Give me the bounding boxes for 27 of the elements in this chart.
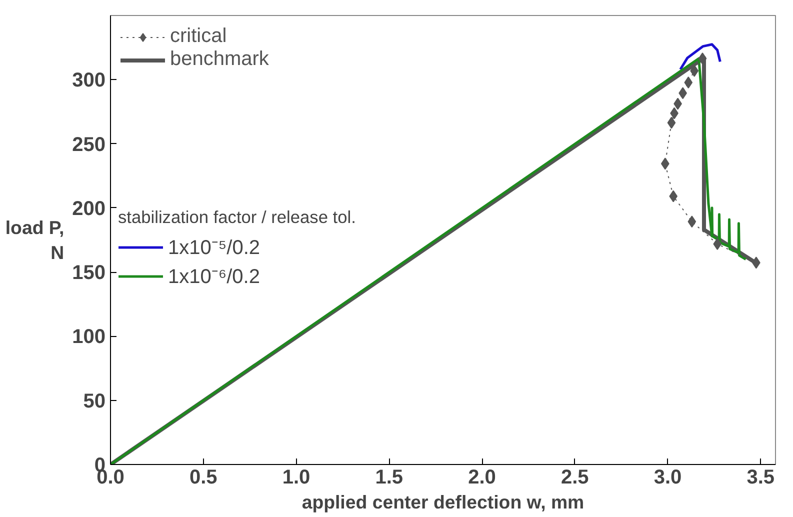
legend-label: benchmark (170, 48, 269, 71)
y-axis-title: load P, N (5, 216, 64, 264)
y-tick-label: 300 (72, 70, 106, 92)
x-axis-title: applied center deflection w, mm (302, 492, 584, 512)
x-tick-label: 1.5 (375, 466, 404, 488)
y-tick-label: 150 (72, 262, 106, 284)
x-tick-label: 2.5 (560, 466, 589, 488)
point (713, 238, 722, 250)
legend-label: 1x10⁻⁵/0.2 (168, 236, 260, 260)
line-series (679, 43, 722, 71)
x-tick-label: 2.0 (468, 466, 496, 488)
x-tick-label: 3.0 (654, 466, 682, 488)
point (667, 116, 676, 129)
point (660, 158, 670, 170)
y-tick-label: 50 (83, 390, 106, 412)
legend-title: stabilization factor / release tol. (118, 207, 356, 228)
y-tick-label: 100 (72, 326, 106, 348)
point (698, 52, 707, 64)
y-tick-label: 200 (72, 198, 106, 220)
legend-label: 1x10⁻⁶/0.2 (168, 265, 260, 289)
point (684, 76, 693, 88)
y-tick-label: 250 (72, 134, 106, 156)
x-tick-label: 0.5 (189, 466, 218, 488)
x-tick-label: 1.0 (282, 466, 310, 488)
legend-label: critical (170, 25, 227, 48)
point (688, 216, 696, 228)
x-tick-label: 3.5 (746, 466, 775, 488)
